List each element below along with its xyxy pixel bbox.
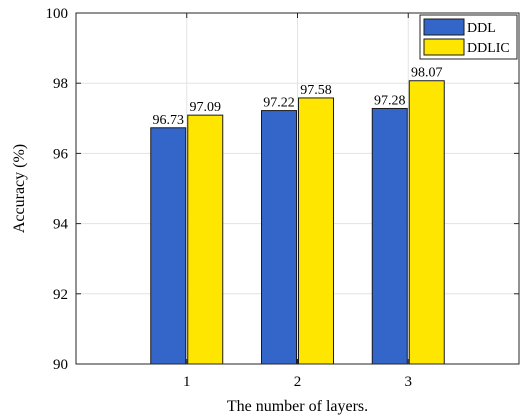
- data-label: 97.09: [190, 100, 222, 115]
- data-label: 98.07: [411, 66, 443, 81]
- data-label: 97.22: [263, 96, 295, 111]
- x-axis-label: The number of layers.: [227, 398, 368, 415]
- data-labels: 96.73 97.22 97.28 97.09 97.58 98.07: [153, 66, 443, 128]
- x-tick-label: 3: [405, 374, 413, 390]
- data-label: 96.73: [153, 113, 185, 128]
- y-tick-label: 98: [53, 76, 68, 92]
- bars: [150, 80, 445, 365]
- data-label: 97.58: [300, 83, 332, 98]
- legend: DDL DDLIC: [419, 14, 518, 60]
- bar-ddlic-2: [298, 97, 334, 365]
- y-tick-label: 94: [53, 217, 69, 233]
- x-tick-label: 1: [183, 374, 191, 390]
- x-tick-label: 2: [294, 374, 302, 390]
- bar-ddl-2: [261, 110, 297, 365]
- y-tick-label: 96: [53, 146, 69, 162]
- y-tick-label: 100: [46, 6, 69, 22]
- data-label: 97.28: [374, 93, 406, 108]
- legend-swatch-ddlic: [423, 38, 465, 56]
- bar-ddlic-3: [408, 80, 445, 365]
- legend-label-ddlic: DDLIC: [467, 41, 510, 56]
- grid-lines: [76, 13, 519, 364]
- axis-ticks: 90 92 94 96 98 100 1 2 3: [46, 6, 519, 390]
- y-tick-label: 92: [53, 287, 68, 303]
- legend-swatch-ddl: [423, 18, 465, 36]
- y-axis-label: Accuracy (%): [11, 144, 28, 233]
- legend-label-ddl: DDL: [467, 21, 496, 36]
- bar-ddl-1: [150, 127, 187, 365]
- y-tick-label: 90: [53, 357, 68, 373]
- bar-ddl-3: [371, 107, 408, 365]
- bar-ddlic-1: [187, 114, 224, 365]
